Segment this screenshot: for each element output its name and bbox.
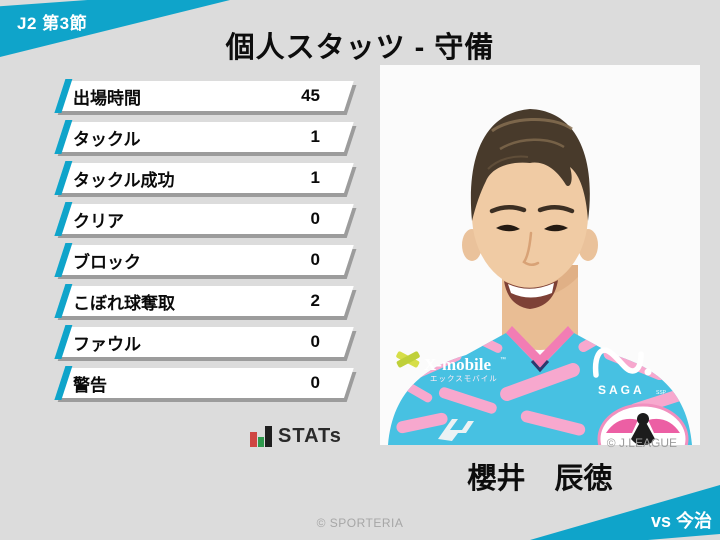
- sponsor-xmobile: X-mobile ™ エックスモバイル: [396, 351, 506, 383]
- face: [472, 142, 588, 288]
- hair: [470, 109, 590, 221]
- nb-logo-icon: [438, 419, 474, 441]
- table-row: 警告 0: [54, 366, 354, 400]
- player-portrait-illustration: X-mobile ™ エックスモバイル SAGA SSP sagan: [380, 65, 700, 445]
- saga-swoosh-icon: [592, 347, 644, 378]
- stat-value: 0: [310, 373, 320, 392]
- page-title: 個人スタッツ - 守備: [225, 32, 495, 64]
- stat-value: 2: [310, 291, 320, 310]
- table-row: ファウル 0: [54, 325, 354, 359]
- sponsor-sub-text: エックスモバイル: [430, 374, 498, 383]
- stat-label: タックル: [73, 129, 141, 149]
- stat-label: クリア: [73, 211, 124, 231]
- stat-value: 0: [310, 209, 320, 228]
- stat-value: 1: [310, 127, 320, 146]
- saga-text: SAGA: [598, 383, 645, 397]
- stat-label: こぼれ球奪取: [73, 293, 175, 313]
- stat-value: 0: [310, 250, 320, 269]
- eye: [496, 224, 520, 232]
- club-crest: sagan: [597, 403, 689, 445]
- player-photo: X-mobile ™ エックスモバイル SAGA SSP sagan: [380, 65, 700, 445]
- stat-value: 1: [310, 168, 320, 187]
- stats-logo: STATs: [250, 426, 342, 447]
- eye: [544, 224, 568, 232]
- round-badge: J2 第3節: [17, 14, 88, 33]
- table-row: こぼれ球奪取 2: [54, 284, 354, 318]
- photo-credit: © J.LEAGUE: [606, 436, 677, 450]
- stat-label: タックル成功: [73, 170, 175, 190]
- sponsor-main-text: X-mobile: [424, 355, 492, 374]
- stat-list: 出場時間 45 タックル 1 タックル成功 1 クリア 0 ブロック 0 こぼれ球奪取 2 …: [54, 79, 354, 409]
- table-row: ブロック 0: [54, 243, 354, 277]
- stat-label: ファウル: [73, 334, 141, 354]
- stat-value: 0: [310, 332, 320, 351]
- site-credit: © SPORTERIA: [316, 516, 404, 530]
- table-row: 出場時間 45: [54, 79, 354, 113]
- stat-value: 45: [301, 86, 320, 105]
- stats-logo-label: STATs: [278, 425, 342, 447]
- opponent-label: vs 今治: [650, 511, 712, 531]
- bar-chart-icon: [250, 426, 273, 447]
- sponsor-tm: ™: [500, 356, 506, 363]
- player-name: 櫻井 辰徳: [467, 463, 613, 495]
- collar: [506, 326, 574, 367]
- stat-label: ブロック: [73, 252, 141, 272]
- table-row: タックル成功 1: [54, 161, 354, 195]
- table-row: クリア 0: [54, 202, 354, 236]
- saga-small-text: SSP: [656, 390, 667, 396]
- stat-label: 出場時間: [73, 88, 141, 108]
- table-row: タックル 1: [54, 120, 354, 154]
- saga-badge: SAGA SSP: [592, 347, 667, 397]
- stat-label: 警告: [73, 375, 107, 395]
